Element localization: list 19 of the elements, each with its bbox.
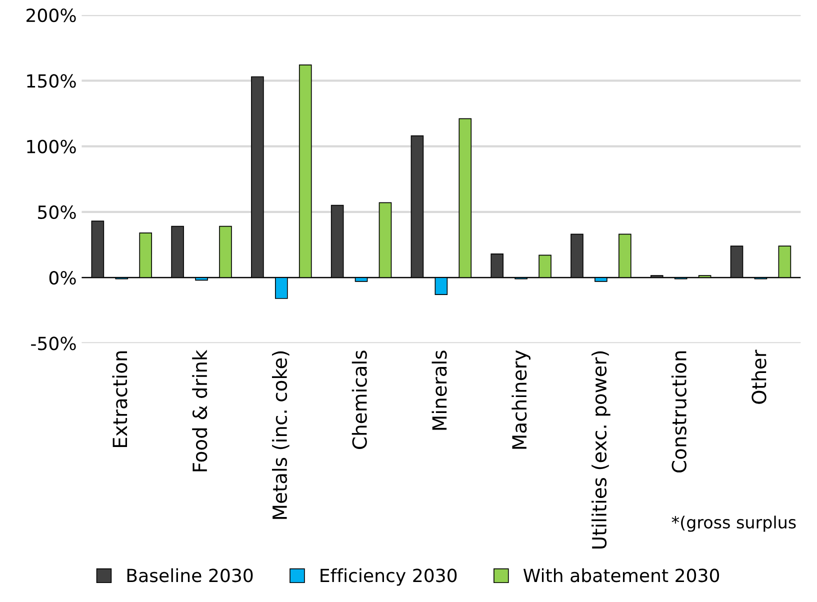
x-tick-label: Metals (inc. coke) (272, 351, 290, 519)
x-tick-label: Construction (671, 351, 686, 472)
y-tick-label: 150% (27, 74, 76, 88)
legend-label: Efficiency 2030 (320, 568, 457, 586)
text: *(gross surplus (672, 516, 796, 532)
y-tick-label: -50% (31, 336, 76, 350)
x-tick-label: Extraction (112, 351, 128, 448)
x-tick-label: Machinery (512, 350, 530, 449)
y-tick-label: 200% (26, 8, 76, 22)
y-tick-label: 0% (49, 270, 76, 285)
y-tick-label: 100% (27, 140, 76, 154)
x-tick-label: Chemicals (352, 350, 367, 449)
x-tick-label: Other (751, 350, 766, 404)
legend-label: With abatement 2030 (523, 568, 720, 582)
x-tick-label: Utilities (exc. power) (592, 351, 610, 548)
y-tick-label: 50% (38, 205, 76, 220)
legend-label: Baseline 2030 (127, 568, 253, 582)
x-tick-label: Food & drink (192, 350, 208, 472)
x-tick-label: Minerals (432, 350, 447, 430)
